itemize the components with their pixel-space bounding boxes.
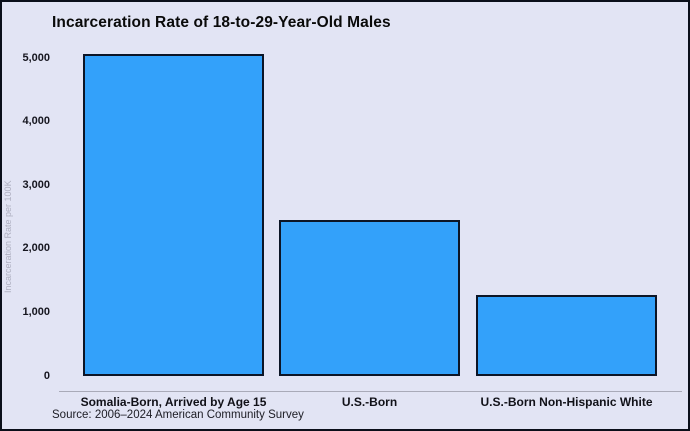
y-tick-label: 3,000 <box>22 178 50 191</box>
bar <box>476 294 657 376</box>
chart-title: Incarceration Rate of 18-to-29-Year-Old … <box>52 14 391 31</box>
bar <box>279 219 460 376</box>
x-category-label: U.S.-Born Non-Hispanic White <box>480 395 653 409</box>
x-axis-line <box>59 391 682 392</box>
y-tick-label: 5,000 <box>22 51 50 64</box>
y-tick-label: 1,000 <box>22 305 50 318</box>
source-note: Source: 2006–2024 American Community Sur… <box>52 409 304 421</box>
x-category-label: U.S.-Born <box>341 395 398 409</box>
bar <box>83 54 264 376</box>
y-tick-label: 2,000 <box>22 242 50 255</box>
x-category-label: Somalia-Born, Arrived by Age 15 <box>80 395 267 409</box>
y-tick-label: 0 <box>43 369 50 382</box>
y-tick-label: 4,000 <box>22 115 50 128</box>
